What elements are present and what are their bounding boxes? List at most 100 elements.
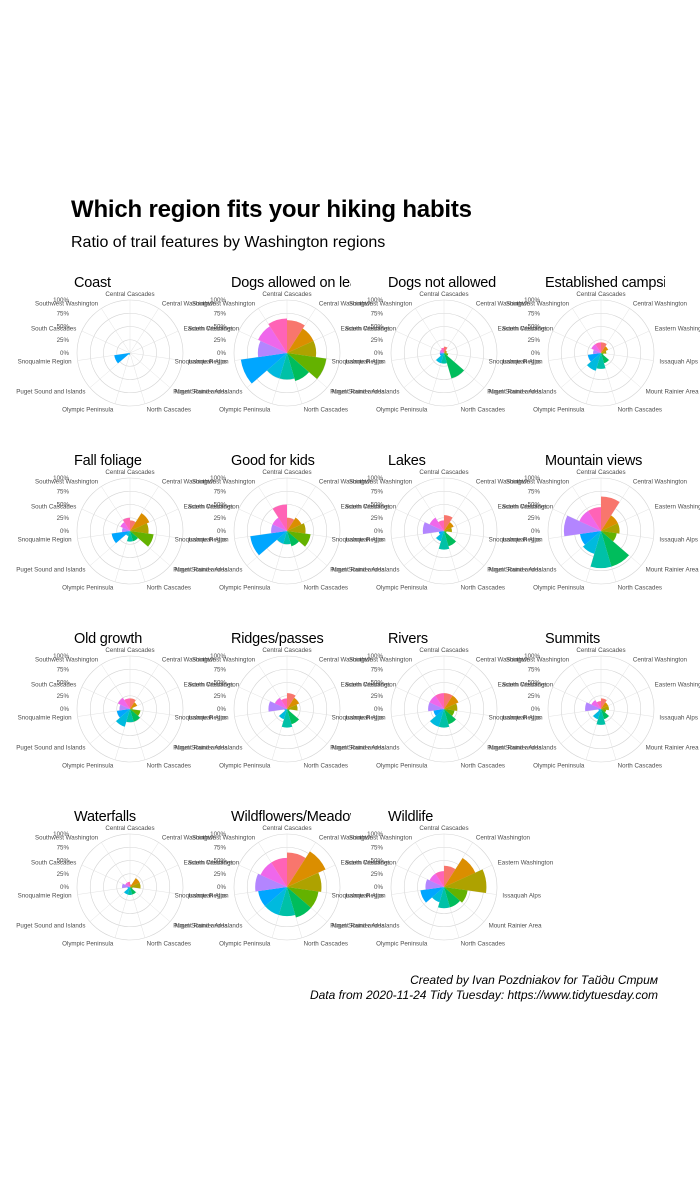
polar-bar — [444, 709, 455, 716]
polar-bar — [281, 698, 287, 709]
polar-bar — [250, 531, 287, 556]
facet-panel: Wildflowers/MeadowsCentral CascadesCentr… — [173, 809, 396, 984]
category-label: Olympic Peninsula — [376, 407, 428, 414]
grid-spoke — [271, 708, 288, 760]
grid-spoke — [428, 530, 445, 582]
facet-title: Good for kids — [231, 453, 315, 469]
radial-tick-label: 50% — [528, 324, 541, 331]
radial-tick-label: 50% — [371, 858, 384, 865]
grid-spoke — [77, 530, 131, 539]
polar-bar — [444, 695, 459, 709]
radial-tick-label: 100% — [367, 297, 383, 304]
grid-spoke — [238, 330, 288, 354]
radial-tick-label: 75% — [371, 488, 384, 495]
category-label: Snoqualmie Region — [175, 358, 230, 365]
category-label: Olympic Peninsula — [376, 585, 428, 592]
category-label: Mount Rainier Area — [332, 567, 386, 574]
category-label: Puget Sound and Islands — [173, 389, 242, 396]
category-label: Puget Sound and Islands — [173, 745, 242, 752]
facet-panel: Established campsitesCentral CascadesCen… — [487, 275, 700, 450]
facet-panel: Fall foliage Central Cascades Central Wash… — [16, 453, 239, 628]
facet-title: Mountain views — [545, 453, 643, 469]
grid-spoke — [129, 708, 183, 717]
radial-tick-label: 100% — [524, 475, 540, 482]
polar-bar — [111, 531, 130, 544]
polar-chart: Central Cascades Central Washington Easter… — [16, 825, 239, 948]
grid-spoke — [81, 864, 131, 888]
category-label: Central Washington — [476, 834, 531, 841]
category-label: Issaquah Alps — [345, 714, 384, 721]
grid-spoke — [129, 708, 146, 760]
category-label: Eastern Washington — [498, 859, 554, 866]
polar-bar — [266, 353, 287, 379]
polar-bar — [438, 520, 444, 531]
polar-chart: Central Cascades Central Washington Easter… — [173, 825, 396, 948]
polar-bar — [127, 887, 133, 895]
category-label: North Cascades — [147, 763, 191, 770]
polar-chart: Central Cascades Central Washington Easter… — [330, 647, 553, 770]
polar-bar — [119, 704, 130, 711]
polar-bar — [438, 531, 444, 535]
polar-bar — [272, 517, 287, 531]
caption-source: Data from 2020-11-24 Tidy Tuesday: https… — [309, 988, 658, 1002]
category-label: Central Washington — [319, 478, 374, 485]
facet-title: Dogs allowed on leash — [231, 275, 351, 291]
category-label: Southwest Washington — [192, 300, 256, 307]
category-label: Issaquah Alps — [188, 536, 227, 543]
category-label: Southwest Washington — [192, 656, 256, 663]
polar-chart: Central Cascades Central Washington Easter… — [173, 647, 396, 770]
category-label: Central Washington — [476, 478, 531, 485]
polar-bar — [429, 695, 444, 709]
grid-spoke — [77, 352, 131, 361]
radial-tick-label: 0% — [60, 350, 69, 357]
category-label: Snoqualmie Region — [175, 892, 230, 899]
polar-bar — [435, 871, 444, 887]
category-label: Puget Sound and Islands — [330, 745, 399, 752]
polar-bar — [271, 857, 287, 887]
polar-bar — [587, 353, 601, 362]
category-label: North Cascades — [461, 941, 505, 948]
radial-tick-label: 100% — [367, 831, 383, 838]
category-label: South Cascades — [31, 859, 76, 866]
polar-bar — [601, 523, 620, 534]
radial-tick-label: 0% — [60, 706, 69, 713]
radial-tick-label: 0% — [217, 350, 226, 357]
polar-bar — [596, 709, 606, 725]
polar-chart: Central Cascades Central Washington Easter… — [330, 291, 553, 414]
polar-bar — [268, 701, 287, 712]
radial-tick-label: 0% — [531, 528, 540, 535]
radial-tick-label: 25% — [528, 693, 541, 700]
category-label: Central Cascades — [262, 469, 311, 476]
category-label: Snoqualmie Region — [489, 536, 544, 543]
polar-bar — [127, 887, 130, 889]
facet-panel: Lakes Central Cascades Central Washington E… — [330, 453, 553, 628]
polar-bar — [444, 353, 449, 356]
polar-bar — [444, 350, 447, 353]
polar-bar — [444, 346, 448, 353]
grid-spoke — [286, 686, 336, 710]
polar-bar — [590, 531, 612, 569]
category-label: Olympic Peninsula — [62, 407, 114, 414]
category-label: Mount Rainier Area — [489, 389, 543, 396]
grid-spoke — [600, 508, 650, 532]
grid-spoke — [443, 864, 493, 888]
facet-title: Lakes — [388, 453, 426, 469]
polar-bar — [444, 865, 456, 887]
category-label: Central Cascades — [105, 825, 154, 832]
polar-bar — [258, 326, 287, 353]
category-label: North Cascades — [461, 407, 505, 414]
category-label: Central Washington — [633, 300, 688, 307]
polar-bar — [114, 353, 130, 364]
radial-tick-label: 75% — [214, 844, 227, 851]
category-label: Olympic Peninsula — [219, 585, 271, 592]
category-label: Eastern Washington — [184, 503, 240, 510]
radial-tick-label: 75% — [57, 666, 70, 673]
radial-tick-label: 50% — [528, 680, 541, 687]
polar-bar — [278, 887, 296, 917]
polar-bar — [287, 340, 317, 358]
radial-tick-label: 100% — [367, 653, 383, 660]
grid-spoke — [391, 352, 445, 361]
category-label: Issaquah Alps — [345, 536, 384, 543]
polar-bar — [272, 504, 287, 531]
polar-bar — [601, 350, 607, 354]
